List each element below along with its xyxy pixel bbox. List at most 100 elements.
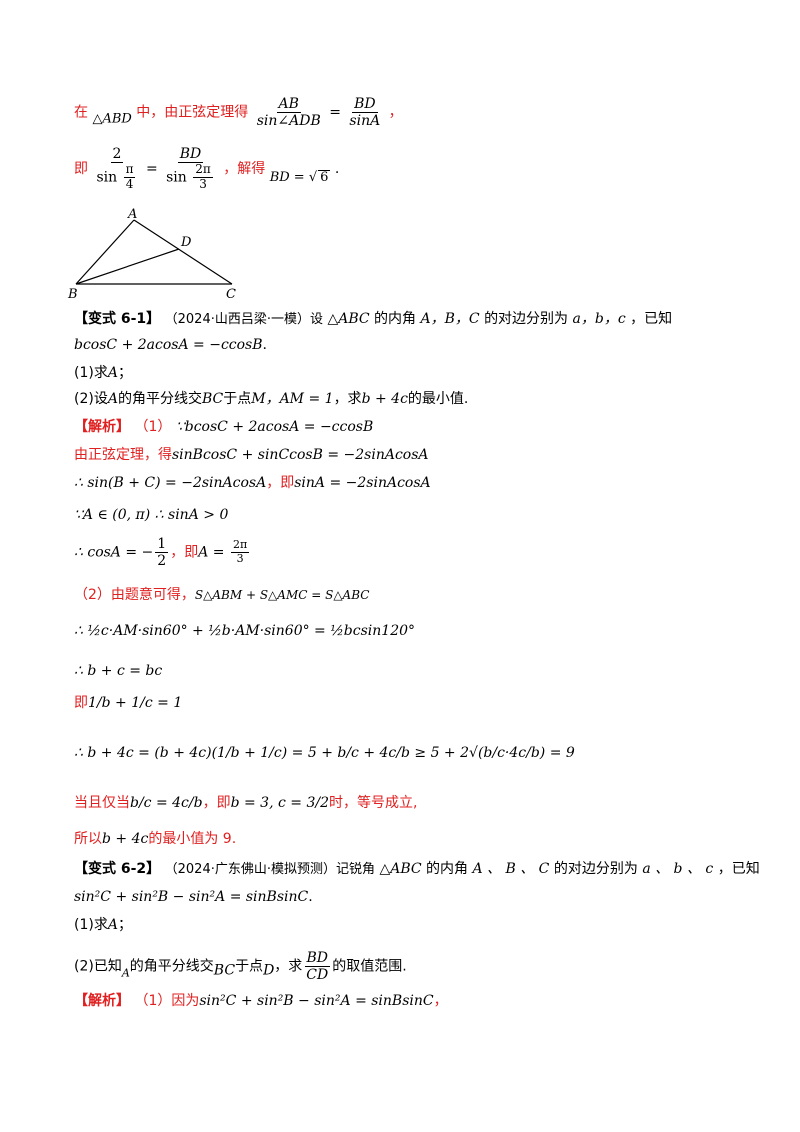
- var-a: A: [107, 365, 118, 381]
- denominator: 2: [157, 553, 167, 570]
- label-c: C: [226, 287, 236, 302]
- triangle-abd: △ABD: [92, 111, 132, 127]
- bd-label: BD =: [269, 169, 309, 185]
- equation: sin²C + sin²B − sin²A = sinBsinC: [199, 993, 434, 1009]
- text: ，求: [333, 391, 362, 407]
- denominator: 3: [236, 552, 244, 566]
- solution-6-1-step-9: 即1/b + 1/c = 1: [74, 696, 182, 710]
- part-label: （1）: [134, 419, 172, 435]
- label-a: A: [127, 207, 137, 222]
- point-d: D: [263, 962, 275, 979]
- text: ，解得: [223, 160, 266, 177]
- variant-6-2-question-1: (1)求A；: [74, 918, 132, 932]
- equation: ∴ ½c·AM·sin60° + ½b·AM·sin60° = ½bcsin12…: [74, 623, 416, 639]
- equation: b/c = 4c/b: [130, 795, 203, 811]
- sin: sin: [96, 169, 118, 186]
- solution-tag: 【解析】: [74, 993, 130, 1009]
- numerator: BD: [352, 96, 378, 114]
- text: 时，等号成立,: [328, 795, 418, 811]
- variant-6-1-question-2: (2)设A的角平分线交BC于点M，AM = 1，求b + 4c的最小值.: [74, 392, 468, 406]
- text: 在: [74, 104, 88, 121]
- text: ，即: [266, 475, 295, 491]
- numerator: 2π: [193, 162, 213, 178]
- var-a: A: [107, 917, 118, 933]
- numerator: π: [123, 162, 136, 178]
- numerator: 2π: [230, 538, 250, 554]
- variant-6-1-condition: bcosC + 2acosA = −ccosB.: [74, 338, 267, 352]
- text: 中，由正弦定理得: [136, 104, 249, 121]
- denominator: sinA: [349, 113, 381, 130]
- fraction-ab-over-sin-adb: AB sin∠ADB: [255, 96, 323, 129]
- equals-sign: =: [145, 160, 158, 177]
- solution-6-1-part-2: （2）由题意可得，S△ABM + S△AMC = S△ABC: [74, 588, 369, 602]
- side-ab: [75, 219, 135, 285]
- angles: A 、 B 、 C: [472, 861, 550, 877]
- side-ac: [133, 219, 233, 285]
- text: 的对边分别为: [553, 861, 638, 877]
- text: 于点: [223, 391, 252, 407]
- solution-6-1-step-2: 由正弦定理，得sinBcosC + sinCcosB = −2sinAcosA: [74, 448, 429, 462]
- text: （1）因为: [134, 993, 200, 1009]
- text: 的角平分线交: [117, 391, 202, 407]
- denominator: 3: [199, 176, 207, 191]
- variant-tag: 【变式 6-1】: [74, 311, 161, 327]
- text: ，已知: [717, 861, 760, 877]
- numerator: 2: [110, 146, 124, 164]
- expr: b + 4c: [361, 391, 408, 407]
- text: ；: [117, 365, 132, 381]
- variant-6-2-condition: sin²C + sin²B − sin²A = sinBsinC.: [74, 890, 313, 904]
- expr: b + 4c: [102, 831, 149, 847]
- text: (2)已知: [74, 958, 122, 975]
- solution-6-1-conclusion: 所以b + 4c的最小值为 9.: [74, 832, 236, 846]
- fraction-bd-over-sin-2pi3: BD sin 2π 3: [164, 146, 217, 192]
- solution-6-1-step-7: ∴ ½c·AM·sin60° + ½b·AM·sin60° = ½bcsin12…: [74, 624, 415, 638]
- text: 的内角: [426, 861, 469, 877]
- denominator: 4: [125, 176, 134, 191]
- sqrt-value: 6: [318, 169, 331, 185]
- equation: b = 3, c = 3/2: [230, 795, 329, 811]
- sin: sin: [166, 169, 187, 186]
- var-bc: BC: [201, 391, 224, 407]
- triangle-abc: △ABC: [327, 311, 370, 327]
- triangle-abc: △ABC: [379, 861, 422, 877]
- variant-6-2-question-2: (2)已知A的角平分线交BC于点D，求 BD CD 的取值范围.: [74, 950, 407, 983]
- denominator: sin 2π 3: [164, 162, 217, 192]
- var-a: A: [121, 966, 130, 980]
- label-d: D: [180, 235, 192, 250]
- equation: ∴ cosA = −: [74, 544, 154, 561]
- solution-line-law-of-sines: 在 △ABD 中，由正弦定理得 AB sin∠ADB = BD sinA ，: [74, 96, 403, 129]
- condition-equation: bcosC + 2acosA = −ccosB: [74, 337, 263, 353]
- text: ；: [117, 917, 132, 933]
- equation: A =: [198, 544, 229, 561]
- text: .: [334, 160, 340, 177]
- text: ，已知: [630, 311, 673, 327]
- inequality: ∴ b + 4c = (b + 4c)(1/b + 1/c) = 5 + b/c…: [74, 745, 575, 761]
- text: 的取值范围.: [332, 958, 407, 975]
- label-b: B: [67, 287, 78, 302]
- solution-6-1-step-3: ∴ sin(B + C) = −2sinAcosA，即sinA = −2sinA…: [74, 476, 431, 490]
- equation: sinA = −2sinAcosA: [294, 475, 431, 491]
- text: 于点: [235, 958, 264, 975]
- triangle-figure: A B C D: [67, 207, 236, 302]
- solution-6-1-step-5: ∴ cosA = −1 2 ，即A = 2π 3: [74, 536, 251, 569]
- angles: A，B，C: [420, 311, 480, 327]
- text: .: [308, 889, 313, 905]
- denominator: CD: [306, 967, 329, 984]
- solution-6-2-step-1: 【解析】 （1）因为sin²C + sin²B − sin²A = sinBsi…: [74, 994, 448, 1008]
- sides: a，b，c: [572, 311, 626, 327]
- text: 的角平分线交: [129, 958, 214, 975]
- variant-6-1-question-1: (1)求A；: [74, 366, 132, 380]
- fraction-2pi-over-3: 2π 3: [230, 538, 250, 566]
- solution-6-1-step-4: ∵A ∈ (0, π) ∴ sinA > 0: [74, 508, 228, 522]
- numerator: BD: [177, 146, 204, 164]
- fraction-pi-over-4: π 4: [123, 162, 136, 192]
- var-a: A: [107, 391, 118, 407]
- solution-tag: 【解析】: [74, 419, 130, 435]
- text: 所以: [74, 831, 102, 847]
- source-text: （2024·广东佛山·模拟预测）记锐角: [164, 862, 375, 877]
- solution-line-result: 即 2 sin π 4 = BD sin 2π 3 ，解得 BD = √: [74, 146, 339, 192]
- bd-result: BD = √ 6: [269, 169, 331, 185]
- text: .: [262, 337, 267, 353]
